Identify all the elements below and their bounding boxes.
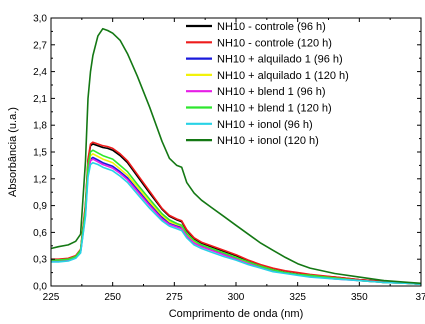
series-lines — [50, 27, 422, 285]
y-tick-label: 2,4 — [33, 67, 47, 78]
legend: NH10 - controle (96 h) NH10 - controle (1… — [186, 21, 349, 147]
legend-label: NH10 + alquilado 1 (120 h) — [217, 70, 349, 82]
x-tick-label: 300 — [228, 292, 245, 303]
y-tick-label: 1,2 — [33, 174, 47, 185]
y-tick-label: 0,0 — [33, 282, 47, 293]
series-line — [51, 161, 422, 285]
y-tick-label: 1,5 — [33, 148, 47, 159]
axis-ticks: 0,0 0,3 0,6 0,9 1,2 1,5 1,8 2,1 2,4 2,7 3,0 225 250 2… — [33, 14, 425, 304]
y-tick-label: 0,3 — [33, 255, 47, 266]
y-tick-label: 0,9 — [33, 201, 47, 212]
legend-label: NH10 - controle (120 h) — [217, 37, 332, 49]
x-tick-label: 325 — [289, 292, 306, 303]
y-tick-label: 0,6 — [33, 228, 47, 239]
y-tick-label: 3,0 — [33, 14, 47, 25]
x-tick-label: 225 — [43, 292, 60, 303]
x-axis-label: Comprimento de onda (nm) — [169, 308, 304, 320]
legend-label: NH10 + blend 1 (96 h) — [217, 86, 326, 98]
series-line — [51, 141, 422, 285]
legend-label: NH10 + ionol (120 h) — [217, 135, 319, 147]
legend-label: NH10 + blend 1 (120 h) — [217, 103, 332, 115]
y-tick-label: 2,1 — [33, 94, 47, 105]
y-tick-label: 1,8 — [33, 121, 47, 132]
legend-label: NH10 + alquilado 1 (96 h) — [217, 54, 343, 66]
x-tick-label: 275 — [166, 292, 183, 303]
x-tick-label: 37 — [415, 292, 425, 303]
series-line — [51, 149, 422, 285]
series-line — [51, 158, 422, 285]
series-line — [51, 156, 422, 285]
series-line — [50, 27, 422, 285]
legend-label: NH10 - controle (96 h) — [217, 21, 326, 33]
legend-label: NH10 + ionol (96 h) — [217, 119, 313, 131]
series-line — [51, 153, 422, 285]
y-axis-label: Absorbância (u.a.) — [7, 107, 19, 197]
x-tick-label: 350 — [351, 292, 368, 303]
y-tick-label: 2,7 — [33, 40, 47, 51]
x-tick-label: 250 — [104, 292, 121, 303]
